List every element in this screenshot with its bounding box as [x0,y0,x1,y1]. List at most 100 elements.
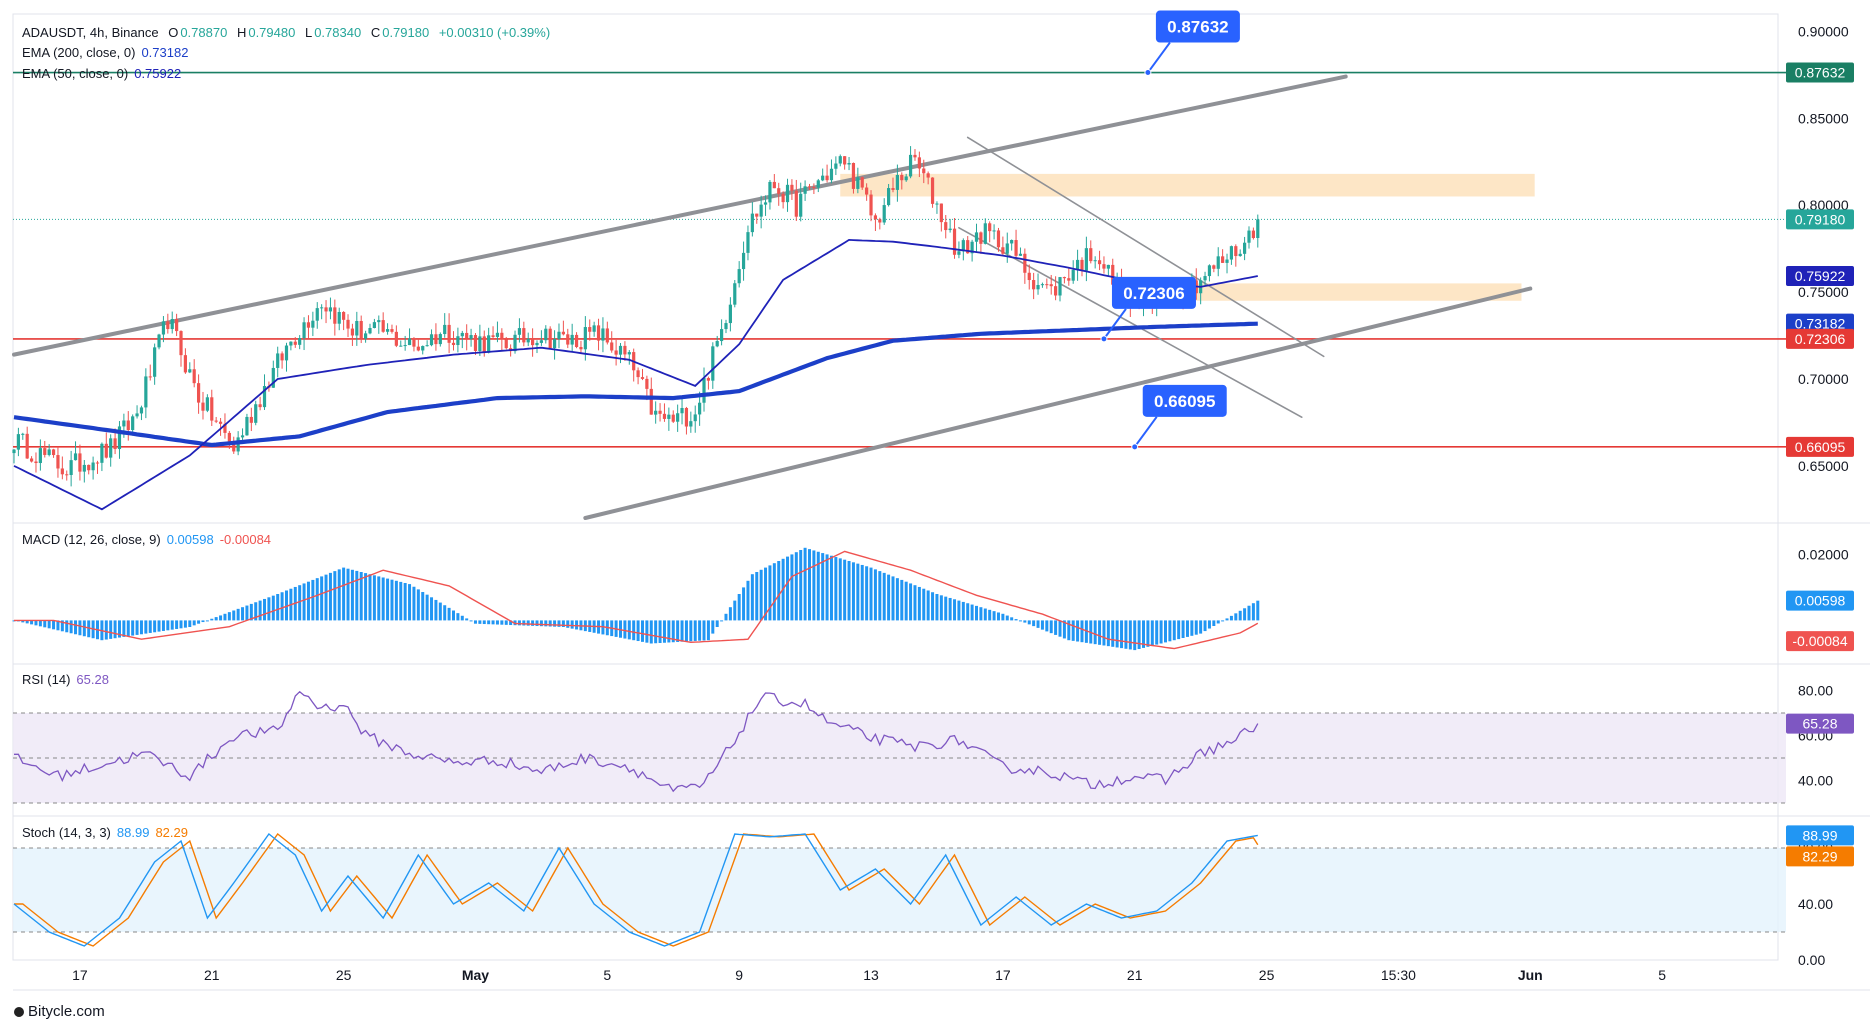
macd-bar [148,620,152,633]
candle [1207,265,1212,277]
candle [1036,284,1040,290]
candle [526,338,530,343]
candle [759,204,763,217]
candle [56,455,60,469]
candle [1080,259,1084,271]
macd-bar [38,620,42,627]
candle [741,252,746,270]
candle [1018,253,1023,256]
candle [456,336,460,346]
macd-bar [913,585,917,621]
candle [262,386,267,408]
macd-bar [201,620,205,623]
time-tick-21: 21 [1127,967,1143,983]
macd-bar [219,615,223,621]
candle [557,331,561,339]
macd-bar [87,620,91,638]
macd-bar [452,610,455,621]
candle [1040,284,1045,286]
candle [73,453,78,461]
candle [368,327,372,334]
close-value: 0.79180 [382,25,430,40]
macd-bar [764,567,768,621]
macd-signal-value: -0.00084 [219,532,272,547]
macd-bar [900,579,904,621]
macd-bar [412,586,416,621]
macd-bar [1155,620,1159,645]
macd-bar [1093,620,1097,645]
macd-bar [909,583,913,621]
callout-leader [1147,41,1171,74]
candle [293,341,297,345]
candle [917,157,921,169]
ema200-value: 0.73182 [141,45,189,60]
candle [144,376,148,408]
macd-bar [394,580,398,621]
candle [34,461,38,464]
macd-bar [1243,608,1247,621]
macd-bar [746,580,750,621]
macd-bar [258,600,262,621]
candle [438,334,442,345]
macd-bar [223,613,227,621]
macd-bar [390,579,394,621]
macd-bar [953,599,957,621]
candle [1001,247,1005,254]
candle [504,339,508,349]
macd-bar [926,590,930,621]
macd-bar [284,590,288,621]
open-value: 0.78870 [180,25,228,40]
candle [935,203,939,205]
macd-bar [1229,615,1233,621]
macd-bar [1014,619,1018,621]
macd-bar [139,620,143,635]
callout-anchor [1100,335,1108,343]
macd-bar [865,566,869,621]
macd-bar [799,550,803,621]
macd-bar [535,620,539,627]
candle [645,378,649,389]
macd-bar [645,620,649,643]
stoch-label: Stoch (14, 3, 3) [22,825,111,840]
candle [465,332,469,339]
candle [733,283,737,305]
candle [887,188,891,206]
candle [258,404,262,408]
candle [473,335,478,351]
candle [21,433,25,435]
macd-bar [438,602,442,621]
macd-bar [1163,620,1167,643]
candle [860,177,864,188]
macd-bar [298,585,302,621]
macd-bar [254,602,258,621]
macd-bar [750,574,754,621]
candle [570,334,574,345]
candle [12,449,16,454]
candle [1062,277,1067,279]
candle [78,453,82,472]
candle [25,433,29,459]
macd-bar [794,552,798,621]
support-1-badge-label: 0.72306 [1795,331,1846,347]
candle [851,162,856,189]
candle [447,324,451,343]
macd-bar [1221,620,1225,622]
candle [579,347,583,350]
candle [82,464,86,472]
candle [930,177,935,204]
bitycle-logo-icon [14,1007,24,1017]
price-tick-0.85000: 0.85000 [1798,110,1849,126]
macd-bar [368,574,372,621]
candle [425,345,429,347]
macd-label: MACD (12, 26, close, 9) [22,532,161,547]
candle [596,325,601,341]
candle [812,187,816,189]
macd-bar [627,620,631,640]
macd-bar [30,620,34,625]
candle [372,322,376,328]
open-label: O [168,25,179,40]
candle [1247,230,1251,243]
candle [539,340,543,343]
macd-bar [342,567,346,621]
